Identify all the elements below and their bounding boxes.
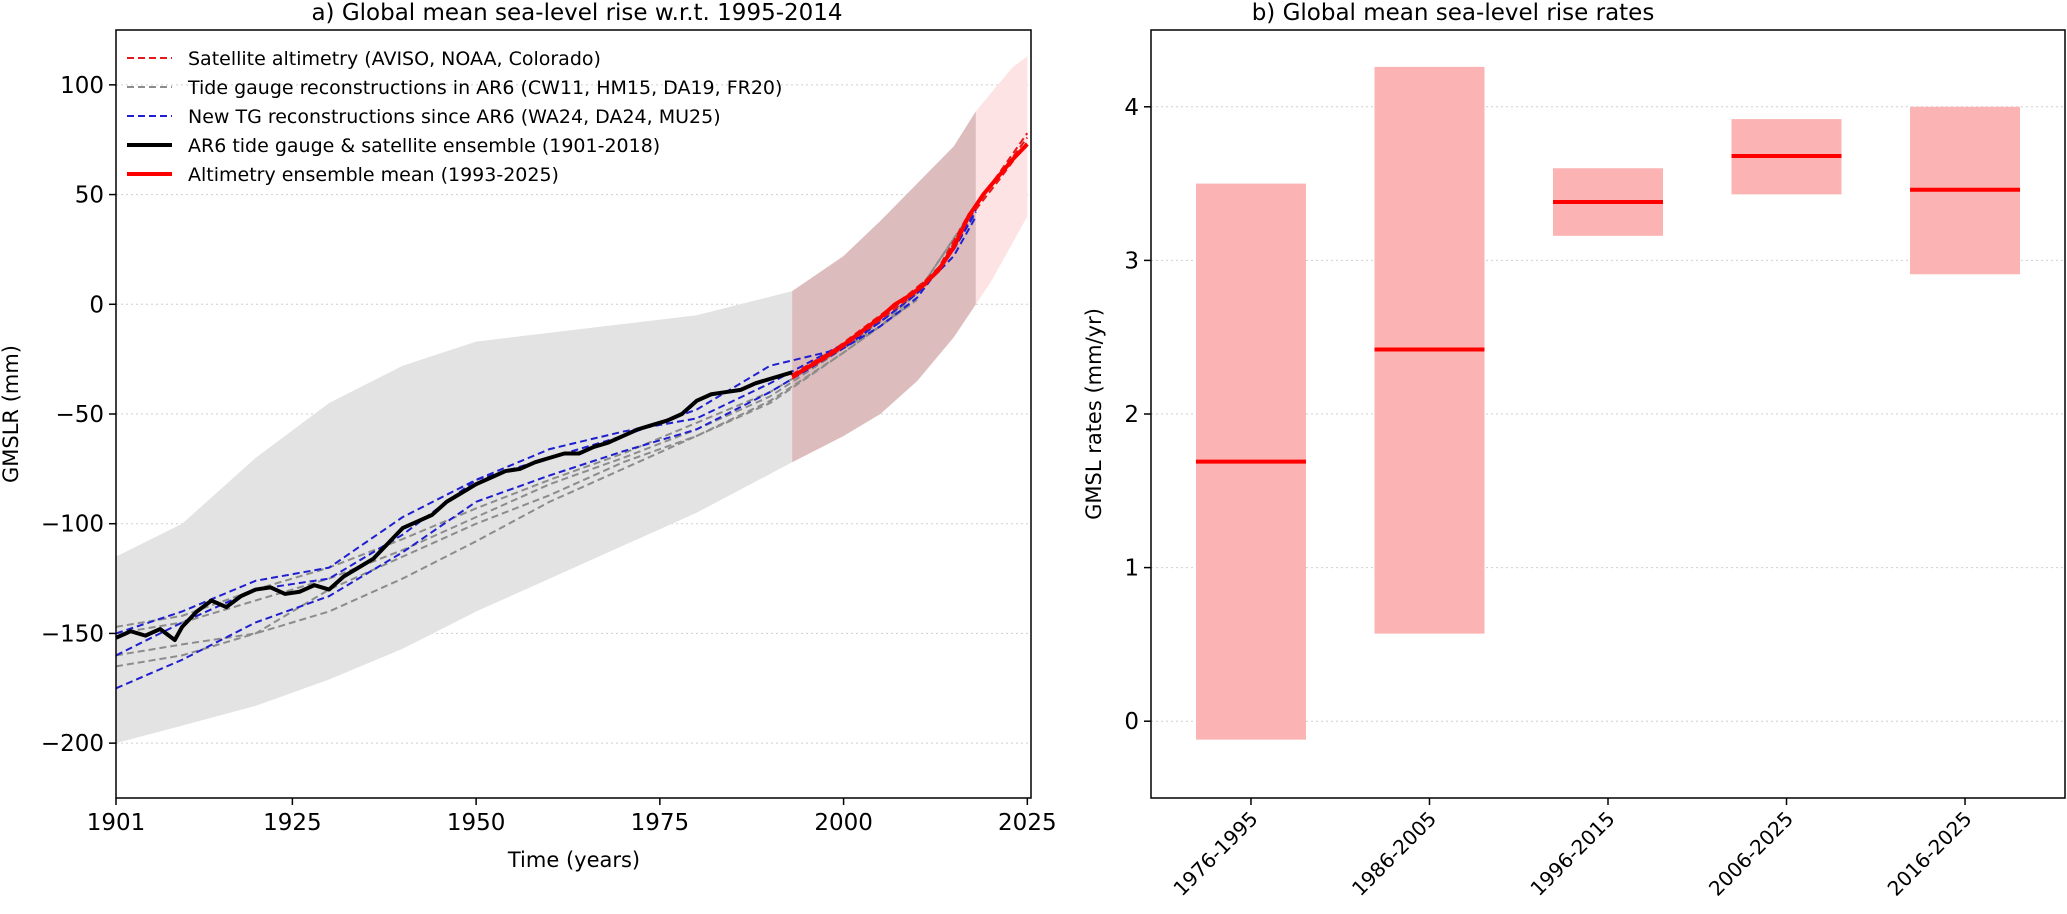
panel-a-y-tick-label: 100 <box>60 73 104 99</box>
panel-a-y-tick-label: −50 <box>55 402 104 428</box>
panel-b-y-tick-label: 4 <box>1124 95 1139 121</box>
panel-a-series-line <box>115 370 793 643</box>
panel-b-y-axis-label: GMSL rates (mm/yr) <box>1082 308 1106 520</box>
panel-a-x-tick-label: 1975 <box>631 810 690 836</box>
panel-a-y-axis-label: GMSLR (mm) <box>0 345 23 483</box>
panel-b-x-ticks: 1976-1995 1986-2005 1996-2015 2006-2025 2016… <box>1168 798 1977 901</box>
panel-b-x-tick-label: 1976-1995 <box>1168 807 1262 901</box>
panel-b-chart: b) Global mean sea-level rise rates 1976… <box>1082 0 2066 901</box>
panel-a-y-ticks: 100 50 0 −50 −100 −150 −200 <box>41 73 116 757</box>
panel-b-y-tick-label: 1 <box>1124 556 1139 582</box>
panel-a-series-line <box>791 142 1029 379</box>
panel-a-uncertainty-bands <box>116 56 1028 744</box>
panel-a-title: a) Global mean sea-level rise w.r.t. 199… <box>311 0 842 26</box>
panel-a-x-tick-label: 2025 <box>998 810 1057 836</box>
panel-a-series-line <box>115 204 977 668</box>
panel-a-x-tick-label: 1950 <box>447 810 506 836</box>
panel-b-bars <box>1195 66 2021 740</box>
panel-a-legend: Satellite altimetry (AVISO, NOAA, Colora… <box>127 48 782 186</box>
panel-b-x-tick-label: 2006-2025 <box>1704 807 1798 901</box>
panel-a-series-line <box>115 237 955 635</box>
panel-a-x-axis-label: Time (years) <box>507 848 640 872</box>
panel-a-y-tick-label: −150 <box>41 621 104 647</box>
panel-a-x-tick-label: 1925 <box>263 810 322 836</box>
legend-label: AR6 tide gauge & satellite ensemble (190… <box>188 135 660 157</box>
panel-b-y-tick-label: 3 <box>1124 248 1139 274</box>
panel-a-band <box>975 56 1028 305</box>
panel-a-y-tick-label: 0 <box>89 292 104 318</box>
panel-b-y-tick-label: 0 <box>1124 709 1139 735</box>
legend-label: Tide gauge reconstructions in AR6 (CW11,… <box>187 77 782 99</box>
panel-a-series-lines <box>115 132 1029 690</box>
panel-a-y-tick-label: −100 <box>41 512 104 538</box>
legend-label: New TG reconstructions since AR6 (WA24, … <box>188 106 721 128</box>
panel-a-x-tick-label: 2000 <box>814 810 873 836</box>
panel-b-x-tick-label: 2016-2025 <box>1883 807 1977 901</box>
panel-a-y-tick-label: 50 <box>75 183 104 209</box>
panel-a-y-tick-label: −200 <box>41 731 104 757</box>
panel-a-x-ticks: 1901 1925 1950 1975 2000 2025 <box>87 798 1057 836</box>
panel-a-series-line <box>115 209 977 690</box>
panel-b-title: b) Global mean sea-level rise rates <box>1252 0 1655 26</box>
panel-b-x-tick-label: 1986-2005 <box>1347 807 1441 901</box>
legend-label: Satellite altimetry (AVISO, NOAA, Colora… <box>188 48 601 70</box>
panel-a-x-tick-label: 1901 <box>87 810 146 836</box>
panel-b-y-tick-label: 2 <box>1124 402 1139 428</box>
panel-a-band <box>792 111 976 463</box>
panel-a-chart: a) Global mean sea-level rise w.r.t. 199… <box>0 0 1057 872</box>
panel-b-y-ticks: 0 1 2 3 4 <box>1124 95 1151 735</box>
panel-b-x-tick-label: 1996-2015 <box>1525 807 1619 901</box>
legend-label: Altimetry ensemble mean (1993-2025) <box>188 164 559 186</box>
panel-a-series-line <box>115 216 977 635</box>
